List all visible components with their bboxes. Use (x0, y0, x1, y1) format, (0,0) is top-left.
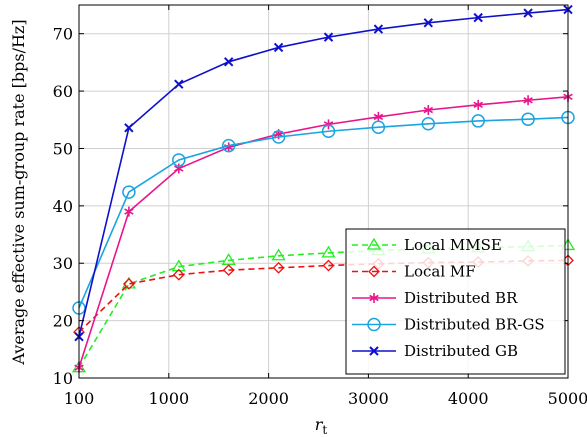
legend-marker-local-mmse (366, 237, 382, 250)
legend-marker-distributed-br (369, 293, 379, 303)
legend-label-distributed-br: Distributed BR (404, 289, 518, 307)
legend: Local MMSE Local MF Distributed BR Distribu… (345, 228, 566, 375)
x-tick-labels: 100 1000 2000 3000 4000 5000 (64, 389, 587, 408)
data-point-distributed-gb (174, 79, 184, 89)
y-tick-label: 30 (53, 254, 73, 273)
data-point-distributed-br-gs (221, 138, 236, 153)
y-tick-labels: 10 20 30 40 50 60 70 (53, 25, 73, 388)
y-tick-label: 70 (53, 25, 73, 44)
data-point-local-mmse (171, 259, 186, 272)
y-tick-label: 50 (53, 139, 73, 158)
legend-entry-distributed-gb: Distributed GB (352, 342, 518, 360)
legend-entry-local-mmse: Local MMSE (352, 236, 502, 254)
legend-entry-distributed-br: Distributed BR (352, 289, 518, 307)
data-point-distributed-br-gs (371, 120, 386, 134)
legend-marker-distributed-gb (369, 346, 379, 356)
legend-label-distributed-gb: Distributed GB (404, 342, 518, 360)
x-axis-title-main: r (315, 415, 324, 434)
data-point-distributed-gb (473, 12, 483, 23)
y-axis-title: Average effective sum-group rate [bps/Hz… (9, 19, 28, 365)
x-tick-label: 3000 (348, 389, 389, 408)
data-point-distributed-br-gs (321, 124, 336, 138)
data-point-local-mmse (271, 248, 286, 261)
legend-label-distributed-br-gs: Distributed BR-GS (404, 316, 545, 334)
legend-entry-local-mf: Local MF (352, 263, 476, 281)
data-point-distributed-gb (423, 18, 433, 28)
data-point-distributed-gb (273, 42, 284, 53)
x-tick-label: 5000 (548, 389, 587, 408)
y-tick-label: 60 (53, 82, 73, 101)
plot-area-frame (78, 4, 569, 379)
x-tick-label: 2000 (248, 389, 289, 408)
legend-entries: Local MMSE Local MF Distributed BR Distribu… (352, 236, 545, 360)
legend-label-local-mmse: Local MMSE (404, 236, 502, 254)
series-line-distributed-br-gs (78, 116, 569, 309)
data-point-distributed-br (124, 206, 134, 217)
data-point-distributed-br (523, 95, 533, 106)
data-point-local-mf (172, 268, 185, 281)
x-tick-label: 4000 (448, 389, 489, 408)
x-tick-label: 1000 (148, 389, 189, 408)
legend-box (345, 228, 566, 375)
y-tick-label: 40 (53, 197, 73, 216)
data-point-local-mf (322, 259, 335, 272)
data-point-local-mmse (321, 245, 336, 258)
data-point-distributed-gb (523, 8, 533, 18)
data-point-distributed-br (473, 99, 483, 110)
data-point-distributed-br-gs (421, 117, 436, 131)
y-tick-label: 10 (53, 369, 73, 388)
data-point-distributed-br-gs (172, 153, 186, 167)
legend-marker-local-mf (368, 265, 380, 278)
data-point-distributed-br-gs (521, 112, 535, 126)
legend-marker-distributed-br-gs (367, 317, 381, 332)
data-point-distributed-br (423, 105, 434, 116)
data-point-distributed-gb (373, 24, 384, 34)
legend-label-local-mf: Local MF (404, 263, 476, 281)
data-point-distributed-br-gs (471, 114, 485, 128)
data-point-distributed-gb (323, 32, 334, 42)
data-point-local-mf (272, 261, 285, 274)
x-axis-title: rt (315, 415, 328, 437)
data-point-local-mf (222, 264, 235, 277)
data-point-distributed-gb (223, 57, 234, 67)
series-line-local-mmse (78, 244, 569, 369)
x-tick-label: 100 (64, 389, 95, 408)
x-axis-title-subscript: t (322, 423, 327, 437)
data-point-distributed-br (373, 111, 384, 122)
series-line-local-mf (78, 259, 569, 333)
y-tick-label: 20 (53, 312, 73, 331)
legend-entry-distributed-br-gs: Distributed BR-GS (352, 316, 545, 334)
data-point-distributed-br-gs (122, 185, 136, 199)
data-point-distributed-br-gs (271, 130, 286, 144)
data-point-distributed-gb (124, 123, 134, 133)
data-point-local-mf (122, 277, 135, 290)
